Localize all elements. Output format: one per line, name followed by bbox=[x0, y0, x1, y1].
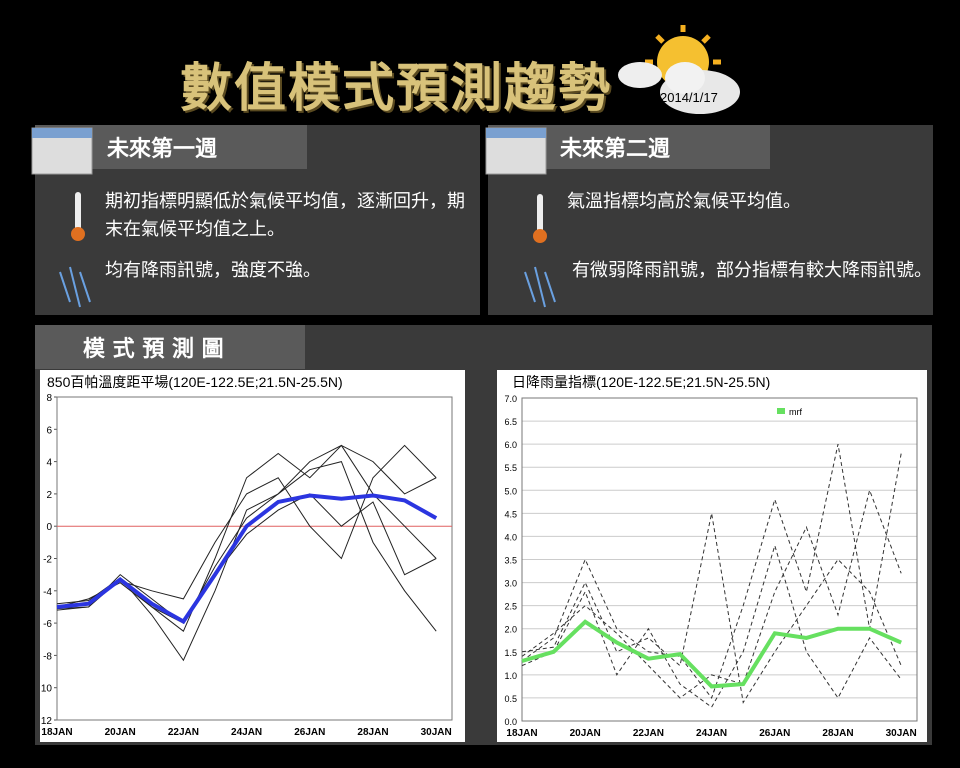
y-tick-label: 4.0 bbox=[504, 532, 517, 542]
plot-frame bbox=[521, 397, 918, 722]
x-tick-label: 22JAN bbox=[633, 728, 664, 739]
chart: 日降雨量指標(120E-122.5E;21.5N-25.5N) 0.0 0.5 1.0… bbox=[497, 370, 927, 742]
y-tick-label: -8 bbox=[43, 651, 52, 662]
x-tick-label: 28JAN bbox=[822, 728, 853, 739]
series-line bbox=[521, 444, 902, 699]
y-tick-label: 5.0 bbox=[504, 486, 517, 496]
x-tick-label: 20JAN bbox=[570, 728, 601, 739]
y-tick-label: 1.5 bbox=[504, 648, 517, 658]
x-tick-label: 22JAN bbox=[168, 727, 199, 738]
x-tick-label: 20JAN bbox=[105, 727, 136, 738]
series-line bbox=[56, 444, 437, 632]
x-tick-label: 30JAN bbox=[421, 727, 452, 738]
y-tick-label: 8 bbox=[46, 393, 52, 404]
series-line bbox=[56, 493, 437, 624]
date: 2014/1/17 bbox=[660, 90, 718, 105]
panel-text: 有微弱降雨訊號，部分指標有較大降雨訊號。 bbox=[572, 260, 932, 281]
y-tick-label: 6 bbox=[46, 425, 52, 436]
y-tick-label: 7.0 bbox=[504, 394, 517, 404]
series-line bbox=[521, 488, 902, 699]
series-line bbox=[56, 461, 437, 662]
y-tick-label: 0.0 bbox=[504, 717, 517, 727]
y-tick-label: -2 bbox=[43, 555, 52, 566]
x-tick-label: 18JAN bbox=[506, 728, 537, 739]
x-tick-label: 24JAN bbox=[696, 728, 727, 739]
series-line bbox=[56, 493, 438, 625]
y-tick-label: 1.0 bbox=[504, 671, 517, 681]
x-tick-label: 28JAN bbox=[357, 727, 388, 738]
x-tick-label: 26JAN bbox=[294, 727, 325, 738]
weather-icon bbox=[618, 25, 740, 114]
y-tick-label: 0.5 bbox=[504, 694, 517, 704]
panel-text: 氣溫指標均高於氣候平均值。 bbox=[567, 191, 801, 212]
x-tick-label: 30JAN bbox=[886, 728, 917, 739]
x-tick-label: 24JAN bbox=[231, 727, 262, 738]
y-tick-label: 3.5 bbox=[504, 556, 517, 566]
y-tick-label: 6.5 bbox=[504, 417, 517, 427]
legend-label: mrf bbox=[789, 407, 802, 417]
x-tick-label: 18JAN bbox=[41, 727, 72, 738]
series-line bbox=[521, 513, 902, 704]
y-tick-label: 2 bbox=[46, 490, 52, 501]
y-tick-label: 2.0 bbox=[504, 625, 517, 635]
y-tick-label: 5.5 bbox=[504, 463, 517, 473]
legend-swatch bbox=[777, 408, 785, 414]
y-tick-label: 4.5 bbox=[504, 509, 517, 519]
y-tick-label: 2.5 bbox=[504, 602, 517, 612]
series-line bbox=[521, 619, 903, 689]
panel-text: 期初指標明顯低於氣候平均值，逐漸回升，期末在氣候平均值之上。 bbox=[105, 191, 465, 240]
y-tick-label: 6.0 bbox=[504, 440, 517, 450]
icons bbox=[31, 127, 556, 308]
y-tick-label: -4 bbox=[43, 587, 52, 598]
y-tick-label: 10 bbox=[41, 684, 53, 695]
slide-title: 數值模式預測趨勢 bbox=[180, 58, 613, 119]
y-tick-label: -6 bbox=[43, 619, 52, 630]
y-tick-label: 0 bbox=[46, 522, 52, 533]
chart-title: 日降雨量指標(120E-122.5E;21.5N-25.5N) bbox=[512, 374, 770, 390]
chart-title: 850百帕溫度距平場(120E-122.5E;21.5N-25.5N) bbox=[47, 374, 343, 390]
section-title: 模 式 預 測 圖 bbox=[35, 325, 305, 369]
panel-text: 均有降雨訊號，強度不強。 bbox=[105, 260, 321, 281]
y-tick-label: 4 bbox=[46, 458, 52, 469]
y-tick-label: 12 bbox=[41, 716, 53, 727]
chart: 850百帕溫度距平場(120E-122.5E;21.5N-25.5N)86420… bbox=[40, 370, 465, 742]
x-tick-label: 26JAN bbox=[759, 728, 790, 739]
y-tick-label: 3.0 bbox=[504, 579, 517, 589]
plot-frame bbox=[56, 396, 453, 721]
